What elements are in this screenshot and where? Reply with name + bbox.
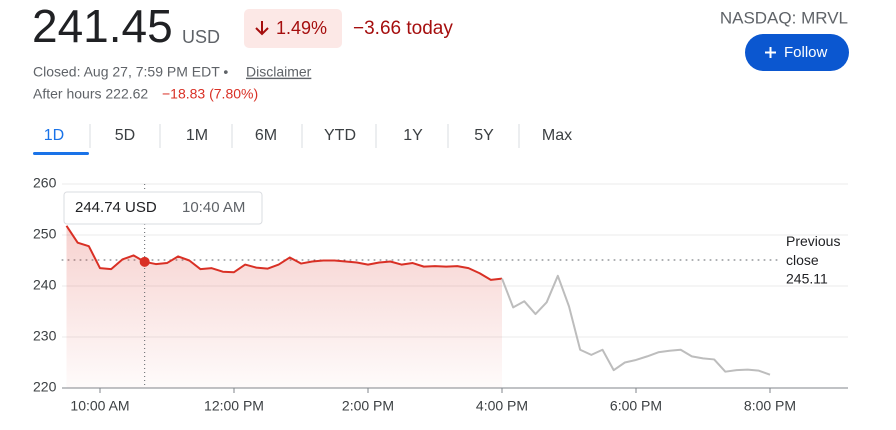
follow-button[interactable]: [745, 34, 849, 71]
change-today: −3.66 today: [353, 18, 453, 39]
plus-icon: [765, 47, 776, 58]
previous-close-value: 245.11: [786, 271, 828, 287]
y-tick-label: 220: [33, 379, 57, 395]
closed-info: Closed: Aug 27, 7:59 PM EDT •: [33, 64, 228, 80]
down-arrow: [255, 21, 269, 36]
range-tab[interactable]: Max: [542, 127, 572, 144]
label-line: close: [786, 252, 819, 268]
range-tab[interactable]: 1D: [44, 127, 64, 144]
tooltip-time: 10:40 AM: [182, 199, 245, 216]
range-tab[interactable]: 5D: [115, 127, 135, 144]
y-tick-label: 240: [33, 277, 57, 293]
follow-label[interactable]: Follow: [784, 44, 828, 61]
after-hours: After hours 222.62: [33, 86, 148, 102]
y-tick-label: 260: [33, 175, 57, 191]
after-hours-change: −18.83 (7.80%): [162, 86, 258, 102]
exchange: NASDAQ: MRVL: [720, 8, 848, 27]
tooltip-box: [63, 191, 263, 225]
range-tab[interactable]: 1Y: [403, 127, 423, 144]
previous-close-label: Previous close: [786, 233, 840, 268]
range-tab[interactable]: 6M: [255, 127, 277, 144]
x-tick-label: 2:00 PM: [342, 398, 394, 414]
range-tab[interactable]: YTD: [324, 127, 356, 144]
x-tick-label: 10:00 AM: [70, 398, 129, 414]
change-badge: [244, 9, 342, 48]
price-line: [501, 274, 771, 376]
x-tick-label: 4:00 PM: [476, 398, 528, 414]
hover-point: [139, 256, 150, 267]
x-tick-label: 6:00 PM: [610, 398, 662, 414]
y-tick-label: 250: [33, 226, 57, 242]
price: 241.45: [32, 0, 173, 52]
range-tab[interactable]: 1M: [186, 127, 208, 144]
x-tick-label: 8:00 PM: [744, 398, 796, 414]
label-line: Previous: [786, 233, 840, 249]
range-tab[interactable]: 5Y: [474, 127, 494, 144]
currency: USD: [182, 27, 220, 47]
area: [66, 225, 502, 388]
x-tick-label: 12:00 PM: [204, 398, 264, 414]
change-percent: 1.49%: [276, 18, 327, 38]
y-tick-label: 230: [33, 328, 57, 344]
tooltip-value: 244.74 USD: [75, 199, 157, 216]
tab-indicator: [33, 152, 89, 155]
disclaimer-link[interactable]: Disclaimer: [246, 64, 312, 80]
price-line: [65, 225, 503, 281]
